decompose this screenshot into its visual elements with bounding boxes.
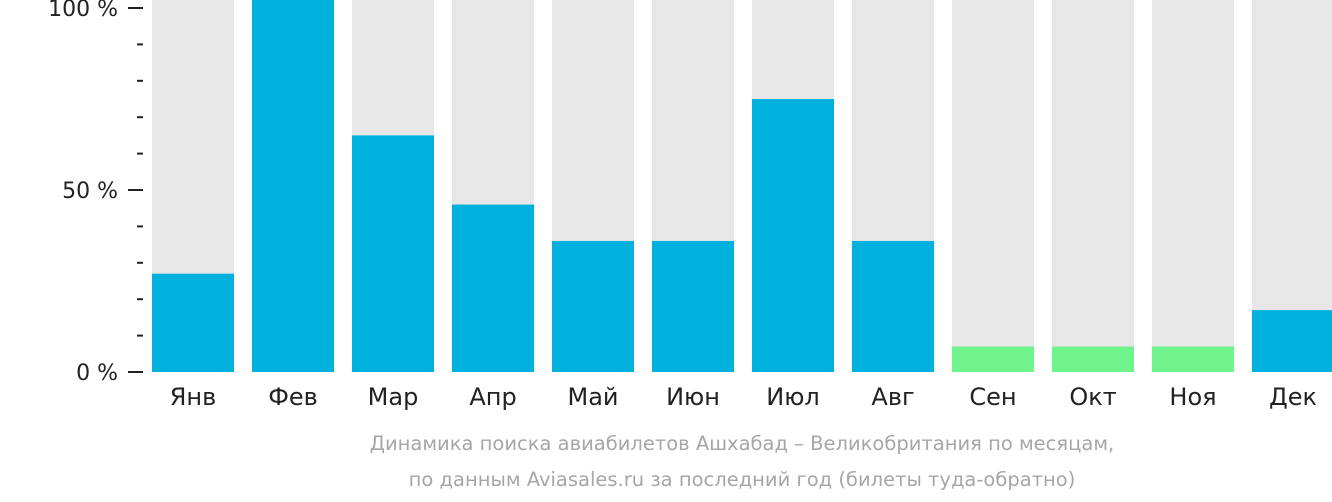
bar-6 <box>652 240 734 372</box>
x-tick-label-6: Июн <box>666 383 720 411</box>
x-tick-label-11: Ноя <box>1169 383 1216 411</box>
bar-12 <box>1252 310 1332 372</box>
bar-8 <box>852 240 934 372</box>
bar-9 <box>952 346 1034 372</box>
bar-chart-svg: 100 % 50 % 0 % Янв Фев Мар Апр Май Июн Июл Авг Сен… <box>48 0 1332 411</box>
x-tick-label-4: Апр <box>469 383 516 411</box>
bar-1 <box>152 273 234 372</box>
x-tick-label-5: Май <box>567 383 618 411</box>
x-tick-label-8: Авг <box>871 383 914 411</box>
x-tick-label-12: Дек <box>1269 383 1317 411</box>
x-axis-labels: Янв Фев Мар Апр Май Июн Июл Авг Сен Окт Ноя Дек <box>170 383 1317 411</box>
value-bars <box>152 0 1332 372</box>
bar-5 <box>552 240 634 372</box>
bar-2 <box>252 0 334 372</box>
y-axis: 100 % 50 % 0 % <box>48 0 143 386</box>
y-tick-label-1: 100 % <box>48 0 118 22</box>
bar-background-12 <box>1252 0 1332 372</box>
bar-background-9 <box>952 0 1034 372</box>
y-tick-label-2: 50 % <box>62 179 118 204</box>
bar-11 <box>1152 346 1234 372</box>
x-tick-label-1: Янв <box>170 383 217 411</box>
x-tick-label-2: Фев <box>268 383 318 411</box>
x-tick-label-7: Июл <box>766 383 820 411</box>
y-tick-label-3: 0 % <box>76 361 118 386</box>
bar-10 <box>1052 346 1134 372</box>
chart-caption-line-1: Динамика поиска авиабилетов Ашхабад – Ве… <box>369 432 1115 455</box>
chart-caption-line-2: по данным Aviasales.ru за последний год … <box>408 468 1076 491</box>
bar-background-11 <box>1152 0 1234 372</box>
x-tick-label-10: Окт <box>1069 383 1116 411</box>
bar-3 <box>352 135 434 372</box>
x-tick-label-3: Мар <box>368 383 419 411</box>
bar-7 <box>752 99 834 372</box>
bar-4 <box>452 204 534 372</box>
bar-background-10 <box>1052 0 1134 372</box>
x-tick-label-9: Сен <box>969 383 1016 411</box>
